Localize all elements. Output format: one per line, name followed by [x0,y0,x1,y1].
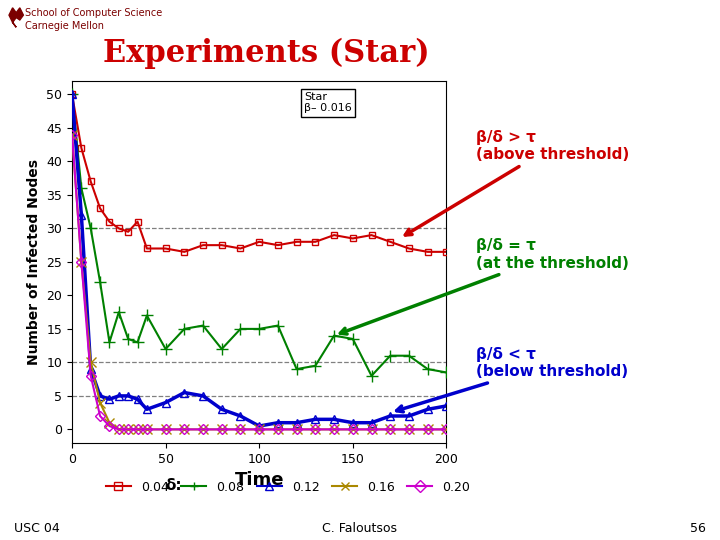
Text: School of Computer Science
Carnegie Mellon: School of Computer Science Carnegie Mell… [25,8,163,31]
Text: β/δ < τ
(below threshold): β/δ < τ (below threshold) [397,347,629,412]
Text: Experiments (Star): Experiments (Star) [103,38,430,69]
Text: Star
β– 0.016: Star β– 0.016 [304,92,352,113]
Polygon shape [9,8,23,27]
Text: USC 04: USC 04 [14,522,60,535]
Y-axis label: Number of Infected Nodes: Number of Infected Nodes [27,159,41,365]
Text: 56: 56 [690,522,706,535]
Text: C. Faloutsos: C. Faloutsos [323,522,397,535]
Text: β/δ > τ
(above threshold): β/δ > τ (above threshold) [405,130,629,235]
X-axis label: Time: Time [235,471,284,489]
Text: β/δ = τ
(at the threshold): β/δ = τ (at the threshold) [341,239,629,334]
Legend: 0.04, 0.08, 0.12, 0.16, 0.20: 0.04, 0.08, 0.12, 0.16, 0.20 [101,476,475,498]
Text: δ:: δ: [166,478,182,494]
